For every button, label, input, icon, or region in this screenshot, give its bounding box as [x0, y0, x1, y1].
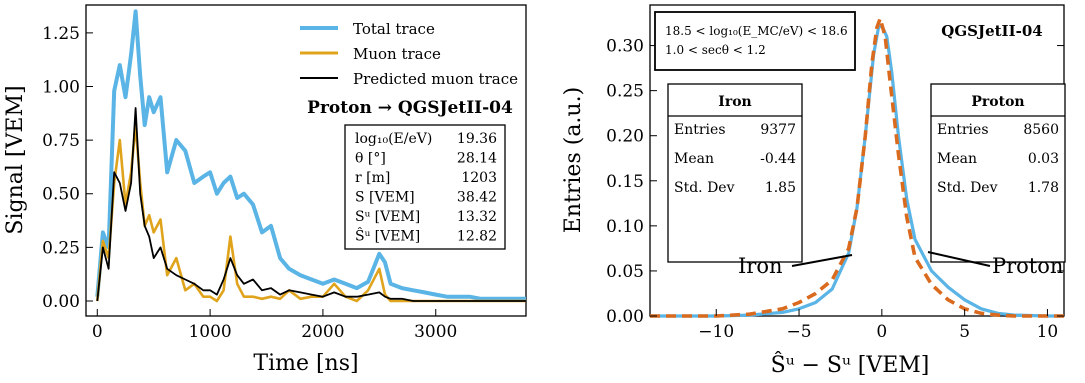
- info-row-value: 38.42: [457, 190, 497, 206]
- right-x-tick-label: 5: [959, 322, 970, 342]
- total-trace-line: [95, 9, 526, 301]
- left-y-tick-label: 0.25: [42, 238, 80, 258]
- info-row-label: Ŝᵘ [VEM]: [355, 227, 420, 245]
- left-y-tick-label: 0.75: [42, 131, 80, 151]
- annotation-iron-pointer: [791, 254, 853, 267]
- annotation-proton: Proton: [992, 254, 1063, 278]
- left-plot-frame: [85, 4, 527, 317]
- info-row-value: 1203: [461, 170, 497, 186]
- legend-label-muon: Muon trace: [353, 45, 441, 63]
- left-y-tick-label: 0.50: [42, 185, 80, 205]
- right-y-tick-label: 0.30: [606, 37, 644, 57]
- model-label: QGSJetII-04: [941, 22, 1042, 40]
- info-rows: log₁₀(E/eV) 19.36 θ [°] 28.14 r [m] 1203 S [VE…: [355, 131, 497, 245]
- stats-row-value: 8560: [1023, 122, 1059, 138]
- stats-title: Iron: [718, 94, 751, 110]
- info-row-label: Sᵘ [VEM]: [355, 209, 420, 225]
- left-x-tick-label: 3000: [414, 322, 457, 342]
- left-y-tick-label: 1.00: [42, 78, 80, 98]
- right-y-axis-label: Entries (a.u.): [561, 87, 586, 233]
- stats-row-label: Std. Dev: [937, 180, 998, 196]
- stats-row-value: 1.78: [1028, 180, 1059, 196]
- right-y-tick-label: 0.05: [606, 262, 644, 282]
- info-row-label: S [VEM]: [355, 190, 415, 206]
- left-y-axis-label: Signal [VEM]: [3, 85, 28, 234]
- right-y-tick-label: 0.10: [606, 217, 644, 237]
- stats-row-label: Mean: [937, 151, 977, 167]
- stats-row-label: Entries: [674, 122, 726, 138]
- info-row-value: 13.32: [457, 209, 497, 225]
- info-row-value: 28.14: [457, 151, 497, 167]
- info-row-value: 19.36: [457, 131, 497, 147]
- cut-line-energy: 18.5 < log₁₀(E_MC/eV) < 18.6: [665, 24, 848, 38]
- right-x-tick-label: 0: [876, 322, 887, 342]
- left-y-tick-label: 0.00: [42, 292, 80, 312]
- right-x-axis-label: Ŝᵘ − Sᵘ [VEM]: [771, 351, 930, 378]
- right-y-tick-label: 0.15: [606, 172, 644, 192]
- info-title: Proton → QGSJetII-04: [307, 98, 513, 118]
- right-y-tick-label: 0.20: [606, 127, 644, 147]
- stats-row-value: 1.85: [765, 180, 796, 196]
- stats-row-value: 0.03: [1028, 151, 1059, 167]
- legend-label-predicted: Predicted muon trace: [353, 70, 518, 88]
- left-legend: Total trace Muon trace Predicted muon tr…: [300, 20, 518, 88]
- annotation-iron: Iron: [738, 254, 783, 278]
- left-x-tick-label: 1000: [188, 322, 231, 342]
- annotation-proton-pointer: [927, 251, 991, 267]
- stats-row-label: Entries: [937, 122, 989, 138]
- left-x-tick-label: 2000: [301, 322, 344, 342]
- info-row-label: log₁₀(E/eV): [355, 131, 432, 147]
- stats-row-value: -0.44: [760, 151, 796, 167]
- left-x-axis-label: Time [ns]: [253, 351, 358, 376]
- stats-row-label: Mean: [674, 151, 714, 167]
- iron-stats-box: [667, 83, 803, 263]
- right-y-tick-label: 0.00: [606, 307, 644, 327]
- proton-stats-box: [930, 83, 1066, 263]
- proton-stats: Proton Entries 8560 Mean 0.03 Std. Dev 1.78: [931, 94, 1065, 196]
- iron-distribution-line: [650, 16, 1064, 318]
- left-x-tick-label: 0: [92, 322, 103, 342]
- info-row-value: 12.82: [457, 229, 497, 245]
- iron-stats: Iron Entries 9377 Mean -0.44 Std. Dev 1.85: [668, 94, 802, 196]
- right-x-tick-label: −10: [698, 322, 734, 342]
- right-x-tick-label: 10: [1037, 322, 1059, 342]
- left-series-group: [95, 9, 526, 303]
- left-ticks: 0 1000 2000 3000 0.00 0.25 0.50 0.75 1.00 1.25: [42, 24, 457, 342]
- info-table: [344, 124, 506, 250]
- stats-row-label: Std. Dev: [674, 180, 735, 196]
- info-row-label: r [m]: [355, 170, 390, 186]
- stats-title: Proton: [971, 94, 1024, 110]
- trace-chart: 0 1000 2000 3000 0.00 0.25 0.50 0.75 1.00 1.25 Si…: [3, 4, 527, 376]
- cut-box: [654, 11, 856, 71]
- right-ticks: −10 −5 0 5 10 0.00 0.05 0.10 0.15 0.20 0.25 0.30: [606, 37, 1064, 342]
- cut-line-zenith: 1.0 < secθ < 1.2: [665, 43, 766, 57]
- predicted-muon-trace-line: [96, 107, 526, 302]
- stats-row-value: 9377: [760, 122, 796, 138]
- right-y-tick-label: 0.25: [606, 82, 644, 102]
- right-x-tick-label: −5: [787, 322, 812, 342]
- right-series-group: [650, 16, 1064, 318]
- left-y-tick-label: 1.25: [42, 24, 80, 44]
- info-row-label: θ [°]: [355, 151, 386, 167]
- residual-chart: −10 −5 0 5 10 0.00 0.05 0.10 0.15 0.20 0.25 0.30 En…: [561, 4, 1066, 378]
- legend-label-total: Total trace: [353, 20, 435, 38]
